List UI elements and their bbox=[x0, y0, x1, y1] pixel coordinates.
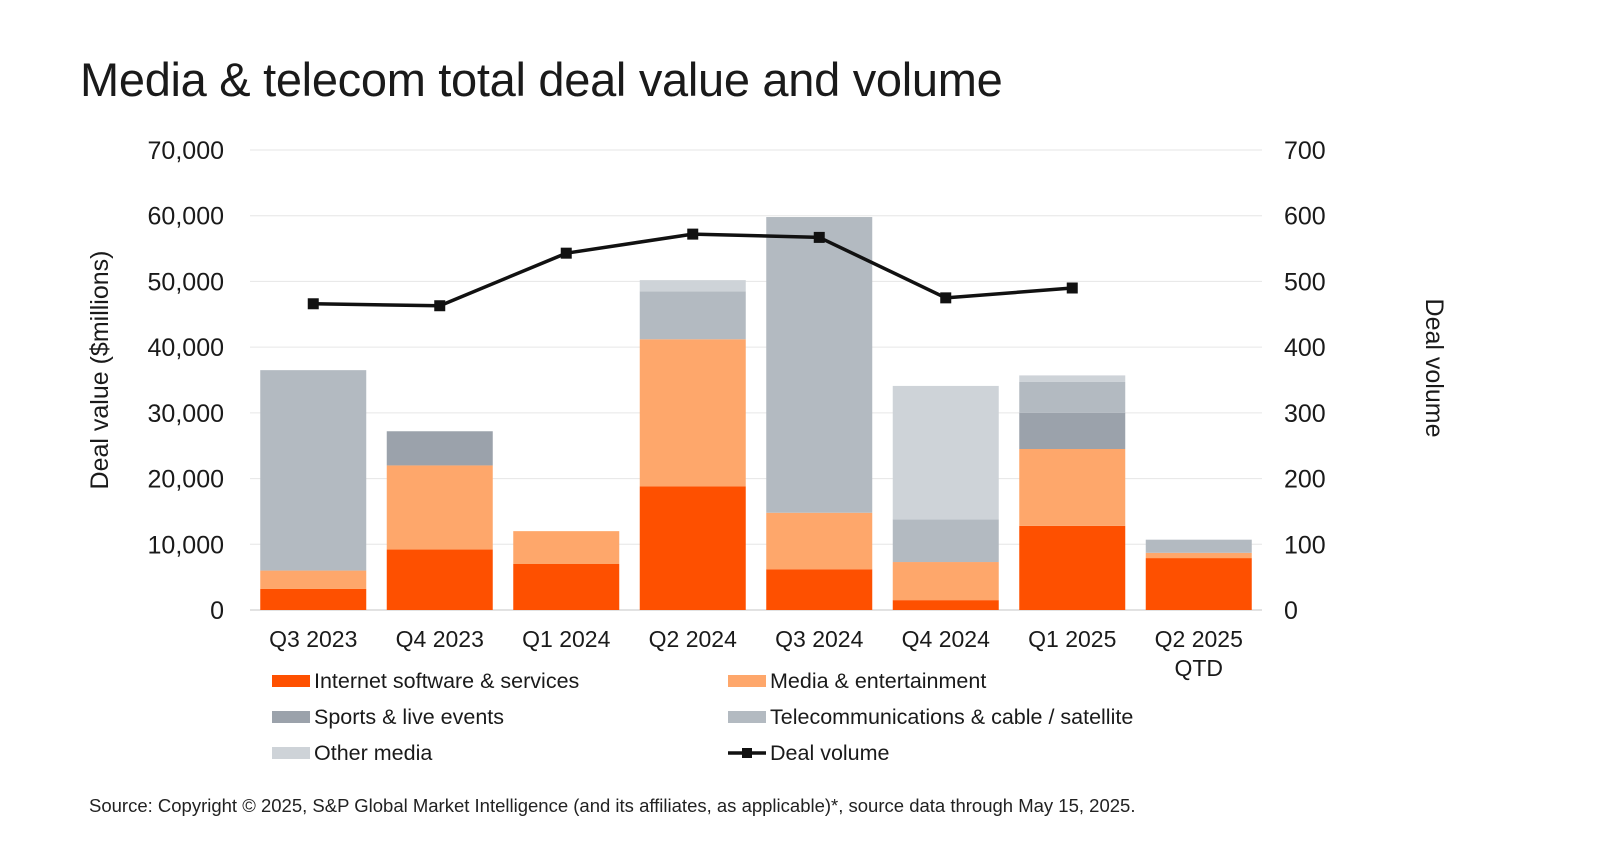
bar-segment bbox=[1019, 525, 1126, 610]
y-tick-label: 70,000 bbox=[148, 137, 224, 165]
legend-swatch bbox=[272, 711, 310, 723]
legend-swatch bbox=[728, 711, 766, 723]
deal-volume-point bbox=[307, 298, 319, 310]
bar-segment bbox=[639, 339, 746, 487]
deal-volume-line bbox=[307, 228, 1078, 312]
legend-label: Telecommunications & cable / satellite bbox=[770, 705, 1133, 729]
source-note: Source: Copyright © 2025, S&P Global Mar… bbox=[89, 795, 1136, 816]
bar-segment bbox=[766, 217, 873, 513]
bar-segment bbox=[639, 486, 746, 610]
y-tick-label: 30,000 bbox=[148, 400, 224, 428]
bar-segment bbox=[513, 564, 620, 610]
legend-label: Media & entertainment bbox=[770, 669, 986, 693]
bar-segment bbox=[892, 600, 999, 610]
deal-volume-point bbox=[940, 292, 952, 304]
bar-segment bbox=[386, 431, 493, 466]
category-label: Q2 2025 bbox=[1155, 626, 1243, 652]
chart-title: Media & telecom total deal value and vol… bbox=[80, 53, 1003, 106]
bar-segment bbox=[1019, 412, 1126, 449]
bar-segment bbox=[1019, 375, 1126, 382]
legend-swatch bbox=[272, 675, 310, 687]
bar-segment bbox=[260, 370, 367, 571]
deal-volume-point bbox=[560, 247, 572, 259]
category-label: Q1 2024 bbox=[522, 626, 610, 652]
bar-segment bbox=[892, 519, 999, 563]
legend-marker bbox=[742, 748, 752, 758]
bar-segment bbox=[1145, 558, 1252, 610]
legend-label: Internet software & services bbox=[314, 669, 579, 693]
legend-label: Deal volume bbox=[770, 741, 890, 765]
legend-label: Sports & live events bbox=[314, 705, 504, 729]
y-tick-label: 0 bbox=[210, 597, 224, 625]
y2-tick-label: 600 bbox=[1284, 203, 1326, 231]
bar-segment bbox=[260, 588, 367, 610]
y2-tick-label: 100 bbox=[1284, 531, 1326, 559]
bar-segment bbox=[386, 549, 493, 610]
bar-segment bbox=[1019, 381, 1126, 413]
y2-tick-label: 300 bbox=[1284, 400, 1326, 428]
bar-segment bbox=[892, 385, 999, 520]
y-tick-label: 50,000 bbox=[148, 268, 224, 296]
left-axis-ticks: 0 10,000 20,000 30,000 40,000 50,000 60,000 70,… bbox=[148, 137, 224, 625]
bar-segment bbox=[766, 569, 873, 610]
bar-segment bbox=[639, 280, 746, 292]
y-tick-label: 20,000 bbox=[148, 466, 224, 494]
bar-segment bbox=[892, 562, 999, 601]
y-tick-label: 10,000 bbox=[148, 531, 224, 559]
legend-swatch bbox=[272, 747, 310, 759]
legend-swatch bbox=[728, 675, 766, 687]
category-label: Q1 2025 bbox=[1028, 626, 1116, 652]
y-axis-label: Deal value ($millions) bbox=[86, 251, 114, 490]
deal-volume-point bbox=[434, 300, 446, 312]
category-label: Q4 2024 bbox=[902, 626, 990, 652]
y2-tick-label: 0 bbox=[1284, 597, 1298, 625]
bar-segment bbox=[260, 570, 367, 589]
y2-axis-label: Deal volume bbox=[1420, 299, 1448, 438]
legend: Internet software & services Media & ente… bbox=[272, 669, 1133, 765]
deal-volume-point bbox=[813, 231, 825, 243]
category-label: Q3 2023 bbox=[269, 626, 357, 652]
bar-segment bbox=[513, 531, 620, 564]
deal-volume-point bbox=[1066, 282, 1078, 294]
bars-group bbox=[260, 217, 1252, 610]
y-tick-label: 60,000 bbox=[148, 203, 224, 231]
bar-segment bbox=[386, 465, 493, 550]
y2-tick-label: 400 bbox=[1284, 334, 1326, 362]
category-labels: Q3 2023 Q4 2023 Q1 2024 Q2 2024 Q3 2024 Q4 20… bbox=[269, 626, 1243, 681]
category-label: Q3 2024 bbox=[775, 626, 863, 652]
category-label: QTD bbox=[1174, 655, 1223, 681]
legend-label: Other media bbox=[314, 741, 432, 765]
deal-volume-point bbox=[687, 228, 699, 240]
y2-tick-label: 500 bbox=[1284, 268, 1326, 296]
right-axis-ticks: 0 100 200 300 400 500 600 700 bbox=[1284, 137, 1326, 625]
y-tick-label: 40,000 bbox=[148, 334, 224, 362]
bar-segment bbox=[1145, 552, 1252, 559]
y2-tick-label: 700 bbox=[1284, 137, 1326, 165]
category-label: Q2 2024 bbox=[649, 626, 737, 652]
bar-segment bbox=[639, 291, 746, 340]
y2-tick-label: 200 bbox=[1284, 466, 1326, 494]
bar-segment bbox=[1145, 539, 1252, 553]
category-label: Q4 2023 bbox=[396, 626, 484, 652]
bar-segment bbox=[766, 512, 873, 570]
bar-segment bbox=[1019, 449, 1126, 526]
